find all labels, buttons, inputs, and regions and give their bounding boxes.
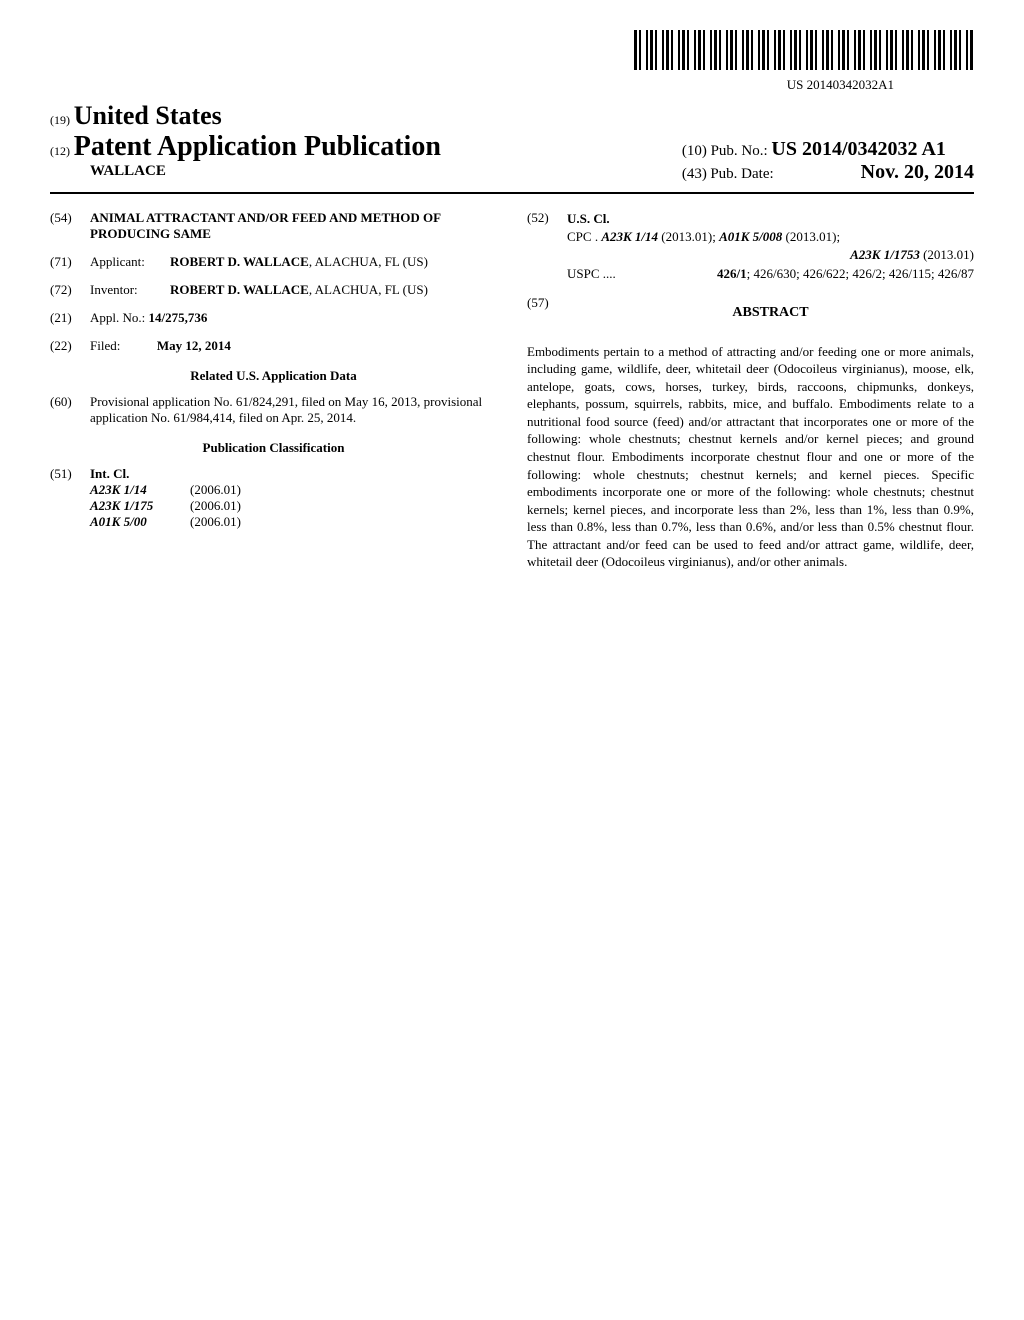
cpc-year-2: (2013.01);: [782, 229, 840, 244]
int-cl-item-1: A23K 1/175 (2006.01): [90, 498, 497, 514]
field-num-54: (54): [50, 210, 90, 242]
provisional-text: Provisional application No. 61/824,291, …: [90, 394, 497, 426]
main-content: (54) ANIMAL ATTRACTANT AND/OR FEED AND M…: [50, 210, 974, 571]
int-cl-version-1: (2006.01): [190, 498, 497, 514]
uspc-line: USPC .... 426/1; 426/630; 426/622; 426/2…: [567, 265, 974, 283]
country-name: United States: [74, 101, 222, 130]
pub-no-value: US 2014/0342032 A1: [771, 138, 945, 160]
int-cl-code-2: A01K 5/00: [90, 514, 190, 530]
barcode-text: US 20140342032A1: [50, 77, 974, 93]
abstract-heading: ABSTRACT: [567, 305, 974, 321]
cpc-year-1: (2013.01);: [658, 229, 719, 244]
title-row: (12) Patent Application Publication WALL…: [50, 131, 974, 184]
country-line: (19) United States: [50, 101, 974, 131]
int-cl-label: Int. Cl.: [90, 466, 497, 482]
app-pub-number: (12): [50, 144, 70, 158]
filed-content: Filed: May 12, 2014: [90, 338, 497, 354]
invention-title-row: (54) ANIMAL ATTRACTANT AND/OR FEED AND M…: [50, 210, 497, 242]
int-cl-item-0: A23K 1/14 (2006.01): [90, 482, 497, 498]
left-column: (54) ANIMAL ATTRACTANT AND/OR FEED AND M…: [50, 210, 497, 571]
inventor-content: Inventor: ROBERT D. WALLACE, ALACHUA, FL…: [90, 282, 497, 298]
pub-no-line: (10) Pub. No.: US 2014/0342032 A1: [682, 138, 974, 161]
uspc-label: USPC ....: [567, 265, 616, 283]
inventor-label: Inventor:: [90, 282, 170, 298]
field-num-22: (22): [50, 338, 90, 354]
inventor-location: , ALACHUA, FL (US): [309, 282, 428, 297]
app-pub-text: Patent Application Publication: [74, 131, 441, 162]
inventor-name: ROBERT D. WALLACE: [170, 282, 309, 297]
classification-heading: Publication Classification: [50, 440, 497, 456]
int-cl-item-2: A01K 5/00 (2006.01): [90, 514, 497, 530]
field-num-72: (72): [50, 282, 90, 298]
filed-value: May 12, 2014: [157, 338, 231, 353]
int-cl-code-0: A23K 1/14: [90, 482, 190, 498]
divider-line: [50, 192, 974, 194]
appl-no-content: Appl. No.: 14/275,736: [90, 310, 497, 326]
inventor-row: (72) Inventor: ROBERT D. WALLACE, ALACHU…: [50, 282, 497, 298]
appl-no-label: Appl. No.:: [90, 310, 145, 325]
right-column: (52) U.S. Cl. CPC . A23K 1/14 (2013.01);…: [527, 210, 974, 571]
left-title-block: (12) Patent Application Publication WALL…: [50, 131, 441, 184]
cpc-code-2: A01K 5/008: [719, 229, 782, 244]
provisional-row: (60) Provisional application No. 61/824,…: [50, 394, 497, 426]
us-cl-row: (52) U.S. Cl. CPC . A23K 1/14 (2013.01);…: [527, 210, 974, 283]
app-pub-line: (12) Patent Application Publication: [50, 131, 441, 163]
cpc-code-3: A23K 1/1753: [850, 247, 920, 262]
barcode-region: US 20140342032A1: [50, 30, 974, 93]
related-app-heading: Related U.S. Application Data: [50, 368, 497, 384]
applicant-location: , ALACHUA, FL (US): [309, 254, 428, 269]
country-number: (19): [50, 113, 70, 127]
us-cl-label: U.S. Cl.: [567, 210, 974, 228]
appl-no-row: (21) Appl. No.: 14/275,736: [50, 310, 497, 326]
int-cl-code-1: A23K 1/175: [90, 498, 190, 514]
int-cl-version-2: (2006.01): [190, 514, 497, 530]
cpc-label: CPC .: [567, 229, 598, 244]
us-cl-content: U.S. Cl. CPC . A23K 1/14 (2013.01); A01K…: [567, 210, 974, 283]
filed-label: Filed:: [90, 338, 120, 353]
field-num-52: (52): [527, 210, 567, 283]
int-cl-content: Int. Cl. A23K 1/14 (2006.01) A23K 1/175 …: [90, 466, 497, 530]
field-num-51: (51): [50, 466, 90, 530]
header-section: (19) United States (12) Patent Applicati…: [50, 101, 974, 184]
applicant-name: ROBERT D. WALLACE: [170, 254, 309, 269]
invention-title-text: ANIMAL ATTRACTANT AND/OR FEED AND METHOD…: [90, 210, 497, 242]
applicant-content: Applicant: ROBERT D. WALLACE, ALACHUA, F…: [90, 254, 497, 270]
applicant-value: ROBERT D. WALLACE, ALACHUA, FL (US): [170, 254, 497, 270]
cpc-line-2: A23K 1/1753 (2013.01): [567, 246, 974, 264]
applicant-label: Applicant:: [90, 254, 170, 270]
abstract-text: Embodiments pertain to a method of attra…: [527, 343, 974, 571]
applicant-row: (71) Applicant: ROBERT D. WALLACE, ALACH…: [50, 254, 497, 270]
pub-info-block: (10) Pub. No.: US 2014/0342032 A1 (43) P…: [682, 138, 974, 184]
pub-no-number: (10): [682, 143, 707, 159]
pub-date-value: Nov. 20, 2014: [861, 161, 974, 183]
pub-date-line: (43) Pub. Date: Nov. 20, 2014: [682, 161, 974, 184]
int-cl-version-0: (2006.01): [190, 482, 497, 498]
appl-no-value: 14/275,736: [149, 310, 208, 325]
filed-row: (22) Filed: May 12, 2014: [50, 338, 497, 354]
int-cl-row: (51) Int. Cl. A23K 1/14 (2006.01) A23K 1…: [50, 466, 497, 530]
cpc-code-1: A23K 1/14: [601, 229, 658, 244]
cpc-line-1: CPC . A23K 1/14 (2013.01); A01K 5/008 (2…: [567, 228, 974, 246]
field-num-57: (57): [527, 295, 567, 331]
field-num-21: (21): [50, 310, 90, 326]
uspc-value: 426/1: [717, 266, 747, 281]
field-num-71: (71): [50, 254, 90, 270]
pub-date-label: Pub. Date:: [710, 166, 773, 182]
abstract-content: ABSTRACT: [567, 295, 974, 331]
pub-no-label: Pub. No.:: [711, 143, 768, 159]
abstract-row: (57) ABSTRACT: [527, 295, 974, 331]
pub-date-number: (43): [682, 166, 707, 182]
inventor-value: ROBERT D. WALLACE, ALACHUA, FL (US): [170, 282, 497, 298]
cpc-year-3: (2013.01): [920, 247, 974, 262]
barcode-graphic: [634, 30, 974, 70]
field-num-60: (60): [50, 394, 90, 426]
uspc-rest: ; 426/630; 426/622; 426/2; 426/115; 426/…: [747, 266, 974, 281]
author-name: WALLACE: [50, 163, 441, 180]
